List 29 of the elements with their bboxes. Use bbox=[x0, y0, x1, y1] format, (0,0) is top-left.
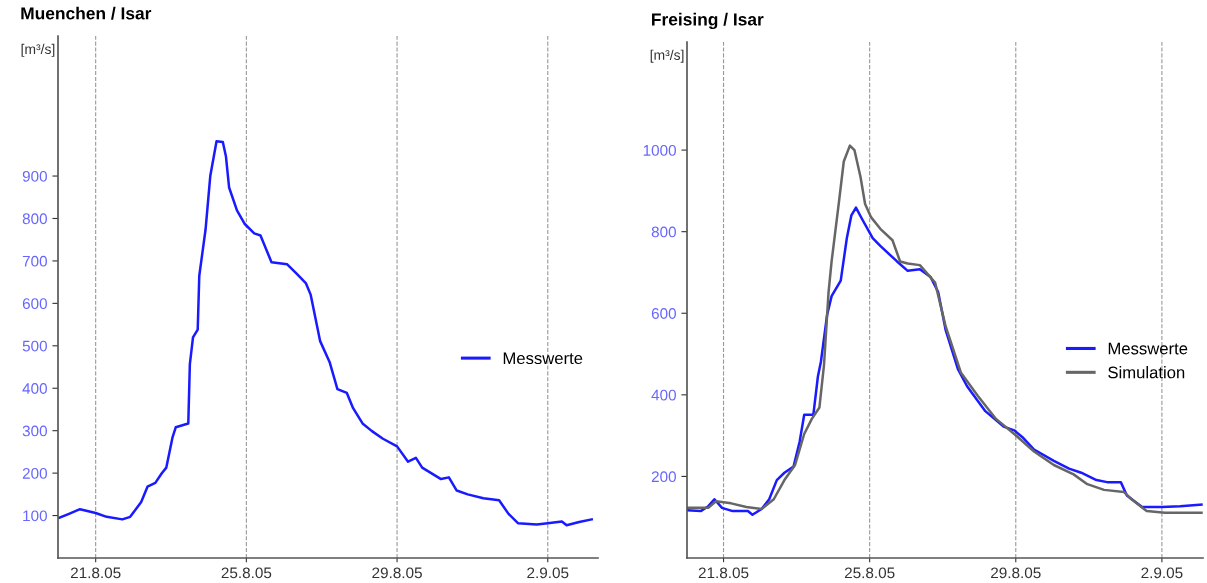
x-tick-label: 25.8.05 bbox=[844, 567, 895, 579]
chart-title: Muenchen / Isar bbox=[21, 6, 152, 20]
x-tick-label: 21.8.05 bbox=[698, 567, 749, 579]
legend-label: Messwerte bbox=[1108, 342, 1188, 355]
x-tick-label: 2.9.05 bbox=[1141, 567, 1183, 579]
y-tick-label: 400 bbox=[651, 389, 676, 401]
y-axis-title: [m³/s] bbox=[650, 49, 684, 63]
y-tick-label: 200 bbox=[651, 471, 676, 483]
x-tick-label: 21.8.05 bbox=[70, 567, 121, 579]
y-tick-label: 600 bbox=[651, 308, 676, 319]
y-tick-label: 400 bbox=[22, 383, 47, 394]
y-tick-label: 800 bbox=[22, 213, 47, 225]
y-tick-label: 1000 bbox=[643, 144, 676, 156]
y-tick-label: 800 bbox=[651, 226, 676, 238]
y-tick-label: 300 bbox=[22, 425, 47, 437]
y-tick-label: 100 bbox=[23, 510, 47, 522]
chart-title: Freising / Isar bbox=[652, 12, 764, 30]
x-tick-label: 29.8.05 bbox=[372, 567, 422, 579]
legend-label: Messwerte bbox=[503, 352, 583, 365]
y-tick-label: 600 bbox=[22, 298, 47, 310]
y-tick-label: 900 bbox=[22, 170, 47, 182]
x-tick-label: 29.8.05 bbox=[991, 567, 1041, 579]
y-tick-label: 500 bbox=[22, 340, 47, 352]
x-tick-label: 25.8.05 bbox=[221, 567, 272, 579]
y-axis-title: [m³/s] bbox=[21, 43, 55, 57]
legend-label: Simulation bbox=[1108, 366, 1185, 379]
x-tick-label: 2.9.05 bbox=[527, 567, 569, 579]
y-tick-label: 200 bbox=[22, 467, 47, 479]
y-tick-label: 700 bbox=[22, 255, 47, 267]
